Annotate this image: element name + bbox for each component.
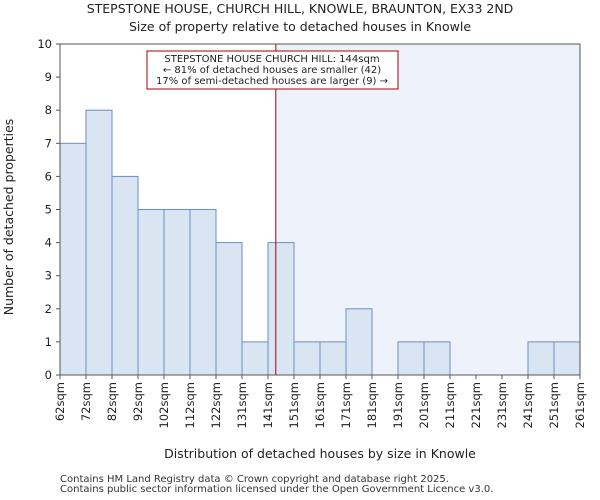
bar-161sqm [319, 341, 347, 376]
bar-92sqm [137, 209, 165, 376]
annotation-line-1: STEPSTONE HOUSE CHURCH HILL: 144sqm [164, 54, 379, 65]
chart-title: STEPSTONE HOUSE, CHURCH HILL, KNOWLE, BR… [87, 1, 514, 16]
x-tick-label: 201sqm [417, 382, 431, 428]
bar-72sqm [85, 109, 113, 376]
x-tick-label: 112sqm [183, 382, 197, 428]
plot-frame [59, 43, 581, 376]
larger-properties-region [275, 44, 580, 375]
annotation-line-3: 17% of semi-detached houses are larger (… [156, 76, 388, 87]
x-tick-label: 221sqm [469, 382, 483, 428]
x-tick-label: 122sqm [209, 382, 223, 428]
bar-151sqm [293, 341, 321, 376]
x-tick-label: 231sqm [495, 382, 509, 428]
x-tick-label: 161sqm [313, 382, 327, 428]
y-tick-label: 10 [37, 37, 52, 51]
x-tick-label: 251sqm [547, 382, 561, 428]
x-tick-label: 261sqm [573, 382, 587, 428]
y-tick-label: 8 [45, 103, 52, 117]
x-tick-label: 241sqm [521, 382, 535, 428]
x-tick-label: 92sqm [131, 382, 145, 421]
x-tick-label: 72sqm [79, 382, 93, 421]
bar-62sqm [59, 142, 87, 376]
x-tick-label: 171sqm [339, 382, 353, 428]
bar-201sqm [423, 341, 451, 376]
x-tick-label: 141sqm [261, 382, 275, 428]
x-tick-label: 131sqm [235, 382, 249, 428]
y-tick-label: 9 [45, 70, 52, 84]
y-tick-label: 1 [45, 335, 52, 349]
x-tick-label: 82sqm [105, 382, 119, 421]
bar-102sqm [163, 209, 191, 376]
y-tick-label: 2 [45, 302, 52, 316]
footer-line-1: Contains HM Land Registry data © Crown c… [60, 474, 449, 485]
y-tick-label: 4 [45, 236, 52, 250]
bar-112sqm [189, 209, 217, 376]
y-tick-label: 7 [45, 136, 52, 150]
annotation-line-2: ← 81% of detached houses are smaller (42… [163, 65, 381, 76]
x-tick-label: 181sqm [365, 382, 379, 428]
y-axis-ticks: 0 1 2 3 4 5 6 7 8 9 10 [37, 37, 60, 382]
y-tick-label: 6 [45, 169, 52, 183]
x-tick-label: 191sqm [391, 382, 405, 428]
bar-241sqm [527, 341, 555, 376]
bar-82sqm [111, 175, 139, 376]
x-tick-label: 62sqm [53, 382, 67, 421]
x-tick-label: 102sqm [157, 382, 171, 428]
annotation-box [146, 50, 399, 90]
chart-subtitle: Size of property relative to detached ho… [129, 19, 471, 34]
bar-122sqm [215, 242, 243, 376]
bar-131sqm [241, 341, 269, 376]
x-tick-label: 151sqm [287, 382, 301, 428]
bar-141sqm [267, 242, 295, 376]
bars-group [59, 109, 581, 376]
bar-251sqm [553, 341, 581, 376]
y-axis-label: Number of detached properties [1, 119, 16, 316]
x-axis-ticks: 62sqm 72sqm 82sqm 92sqm 102sqm 112sqm 122sqm 13… [53, 375, 587, 428]
x-tick-label: 211sqm [443, 382, 457, 428]
footer-line-2: Contains public sector information licen… [60, 484, 494, 495]
y-tick-label: 5 [45, 203, 52, 217]
y-tick-label: 0 [45, 368, 52, 382]
x-axis-label: Distribution of detached houses by size … [164, 446, 476, 461]
y-tick-label: 3 [45, 269, 52, 283]
bar-171sqm [345, 308, 373, 376]
bar-191sqm [397, 341, 425, 376]
